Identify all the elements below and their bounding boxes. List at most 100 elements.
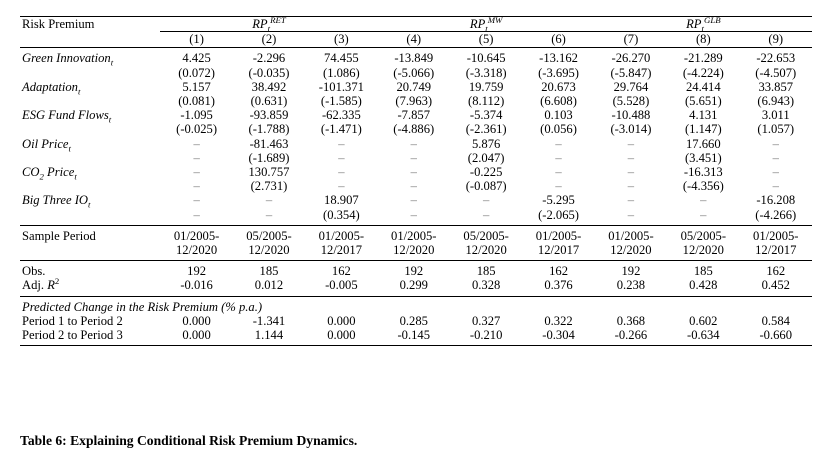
tstat-cell: (2.731) bbox=[250, 179, 288, 194]
coef-cell: – bbox=[193, 136, 200, 151]
predicted-cell: 0.000 bbox=[305, 328, 378, 347]
regression-table-body: Risk Premium RPtRET RPtMW RPtGLB (1) (2)(… bbox=[20, 14, 812, 347]
group-glb-sub: t bbox=[701, 23, 704, 34]
tstat-cell: (-1.689) bbox=[248, 150, 290, 165]
coef-cell: -26.270 bbox=[611, 51, 651, 66]
coef-row: CO2 Pricet – 130.757 – – -0.225 – – -16.313 – bbox=[20, 165, 812, 181]
group-mw-base: RP bbox=[469, 17, 486, 31]
sample-period-spacer bbox=[20, 243, 161, 262]
group-header-glb: RPtGLB bbox=[594, 14, 812, 34]
tstat-cell: (-5.847) bbox=[610, 65, 652, 80]
tstat-cell: (-5.066) bbox=[393, 65, 435, 80]
tstat-cell: (0.072) bbox=[178, 65, 215, 80]
adj-r2-cell: 0.012 bbox=[232, 278, 306, 297]
sample-end-cell: 12/2020 bbox=[377, 243, 450, 262]
variable-name: ESG Fund Flows bbox=[22, 108, 109, 123]
coef-cell: – bbox=[410, 193, 417, 208]
tstat-row: (-0.025) (-1.788) (-1.471) (-4.886) (-2.361)… bbox=[20, 122, 812, 136]
tstat-cell: (2.047) bbox=[467, 150, 505, 165]
adj-r2-cell: 0.376 bbox=[522, 278, 595, 297]
tstat-cell: (8.112) bbox=[468, 94, 505, 109]
header-group-row: Risk Premium RPtRET RPtMW RPtGLB bbox=[20, 14, 812, 34]
predicted-cell: -0.634 bbox=[667, 328, 740, 347]
sample-end-cell: 12/2020 bbox=[594, 243, 668, 262]
tstat-cell: (0.631) bbox=[250, 94, 288, 109]
variable-name: CO bbox=[22, 165, 40, 180]
tstat-row: (0.081) (0.631) (-1.585) (7.963) (8.112) (6.6… bbox=[20, 94, 812, 108]
coef-row: Green Innovationt 4.425 -2.296 74.455 -13.84… bbox=[20, 48, 812, 68]
coef-cell: -10.645 bbox=[466, 51, 506, 66]
tstat-cell: (-2.361) bbox=[465, 122, 507, 137]
coef-cell: 0.103 bbox=[544, 108, 573, 123]
tstat-cell: – bbox=[627, 150, 635, 165]
tstat-cell: (-4.507) bbox=[755, 65, 797, 80]
obs-cell: 185 bbox=[259, 264, 279, 279]
group-glb-sup: GLB bbox=[703, 14, 721, 25]
coef-cell: -7.857 bbox=[397, 108, 431, 123]
tstat-cell: – bbox=[338, 179, 345, 194]
coef-cell: – bbox=[555, 136, 562, 151]
coef-cell: -1.095 bbox=[180, 108, 213, 123]
predicted-cell: -0.660 bbox=[739, 328, 812, 347]
predicted-cell: -0.266 bbox=[594, 328, 668, 347]
coef-cell: 5.876 bbox=[471, 136, 501, 151]
predicted-cell: 0.602 bbox=[689, 313, 718, 328]
tstat-cell: (1.147) bbox=[684, 122, 722, 137]
column-number: (8) bbox=[667, 31, 740, 49]
variable-time-sub: t bbox=[110, 57, 114, 68]
tstat-cell: (-4.224) bbox=[682, 65, 724, 80]
adj-r2-symbol: R bbox=[47, 278, 55, 293]
tstat-row: – (-1.689) – – (2.047) – – (3.451) – bbox=[20, 151, 812, 165]
tstat-cell: – bbox=[193, 150, 200, 165]
coef-cell: – bbox=[265, 193, 273, 208]
tstat-cell: (-1.788) bbox=[248, 122, 290, 137]
sample-end-cell: 12/2017 bbox=[739, 243, 812, 262]
sample-period-row: Sample Period 01/2005- 05/2005- 01/2005- 01/… bbox=[20, 225, 812, 243]
obs-cell: 192 bbox=[621, 264, 641, 279]
predicted-cell: -1.341 bbox=[252, 313, 286, 328]
obs-cell: 185 bbox=[476, 264, 496, 279]
coef-cell: – bbox=[410, 136, 417, 151]
tstat-cell: (0.354) bbox=[305, 207, 378, 226]
risk-premium-label: Risk Premium bbox=[20, 15, 161, 32]
obs-cell: 192 bbox=[187, 264, 207, 279]
variable-time-sub: t bbox=[68, 143, 71, 154]
predicted-cell: -0.304 bbox=[522, 328, 595, 347]
variable-time-sub: t bbox=[108, 114, 112, 125]
tstat-cell: (5.651) bbox=[684, 94, 722, 109]
sample-end-cell: 12/2020 bbox=[160, 243, 233, 262]
adj-r2-cell: 0.238 bbox=[594, 278, 668, 297]
obs-cell: 185 bbox=[693, 264, 713, 279]
obs-cell: 162 bbox=[331, 264, 351, 279]
sample-start-cell: 05/2005- bbox=[246, 228, 292, 243]
coef-cell: 24.414 bbox=[686, 79, 721, 94]
variable-name: Adaptation bbox=[22, 79, 78, 94]
predicted-row: Period 1 to Period 2 0.000 -1.341 0.000 0.28… bbox=[20, 314, 812, 328]
tstat-cell: (1.086) bbox=[323, 65, 360, 80]
coef-cell: – bbox=[483, 193, 490, 208]
coef-cell: – bbox=[772, 165, 779, 180]
tstat-cell: – bbox=[667, 207, 740, 226]
coef-cell: 38.492 bbox=[251, 79, 287, 94]
tstat-cell: (-0.035) bbox=[248, 65, 290, 80]
coef-cell: -16.313 bbox=[683, 165, 723, 180]
coef-cell: 29.764 bbox=[613, 79, 649, 94]
variable-label: Green Innovationt bbox=[20, 48, 160, 68]
obs-cell: 162 bbox=[766, 264, 786, 279]
variable-label: Big Three IOt bbox=[20, 193, 160, 209]
tstat-cell: (-0.025) bbox=[176, 122, 218, 137]
predicted-cell: 0.285 bbox=[399, 313, 428, 328]
tstat-cell: (-4.886) bbox=[393, 122, 435, 137]
coef-row: Adaptationt 5.157 38.492 -101.371 20.749 19.7… bbox=[20, 79, 812, 96]
column-number: (6) bbox=[522, 31, 595, 49]
predicted-cell: 1.144 bbox=[232, 328, 306, 347]
tstat-cell: (-1.471) bbox=[320, 122, 362, 137]
adj-r2-cell: 0.299 bbox=[377, 278, 450, 297]
coef-cell: 4.131 bbox=[689, 108, 718, 123]
coef-cell: -10.488 bbox=[611, 108, 651, 123]
tstat-cell: – bbox=[449, 207, 523, 226]
predicted-cell: 0.327 bbox=[471, 313, 501, 328]
coef-cell: -81.463 bbox=[249, 136, 289, 151]
predicted-cell: 0.000 bbox=[182, 313, 211, 328]
